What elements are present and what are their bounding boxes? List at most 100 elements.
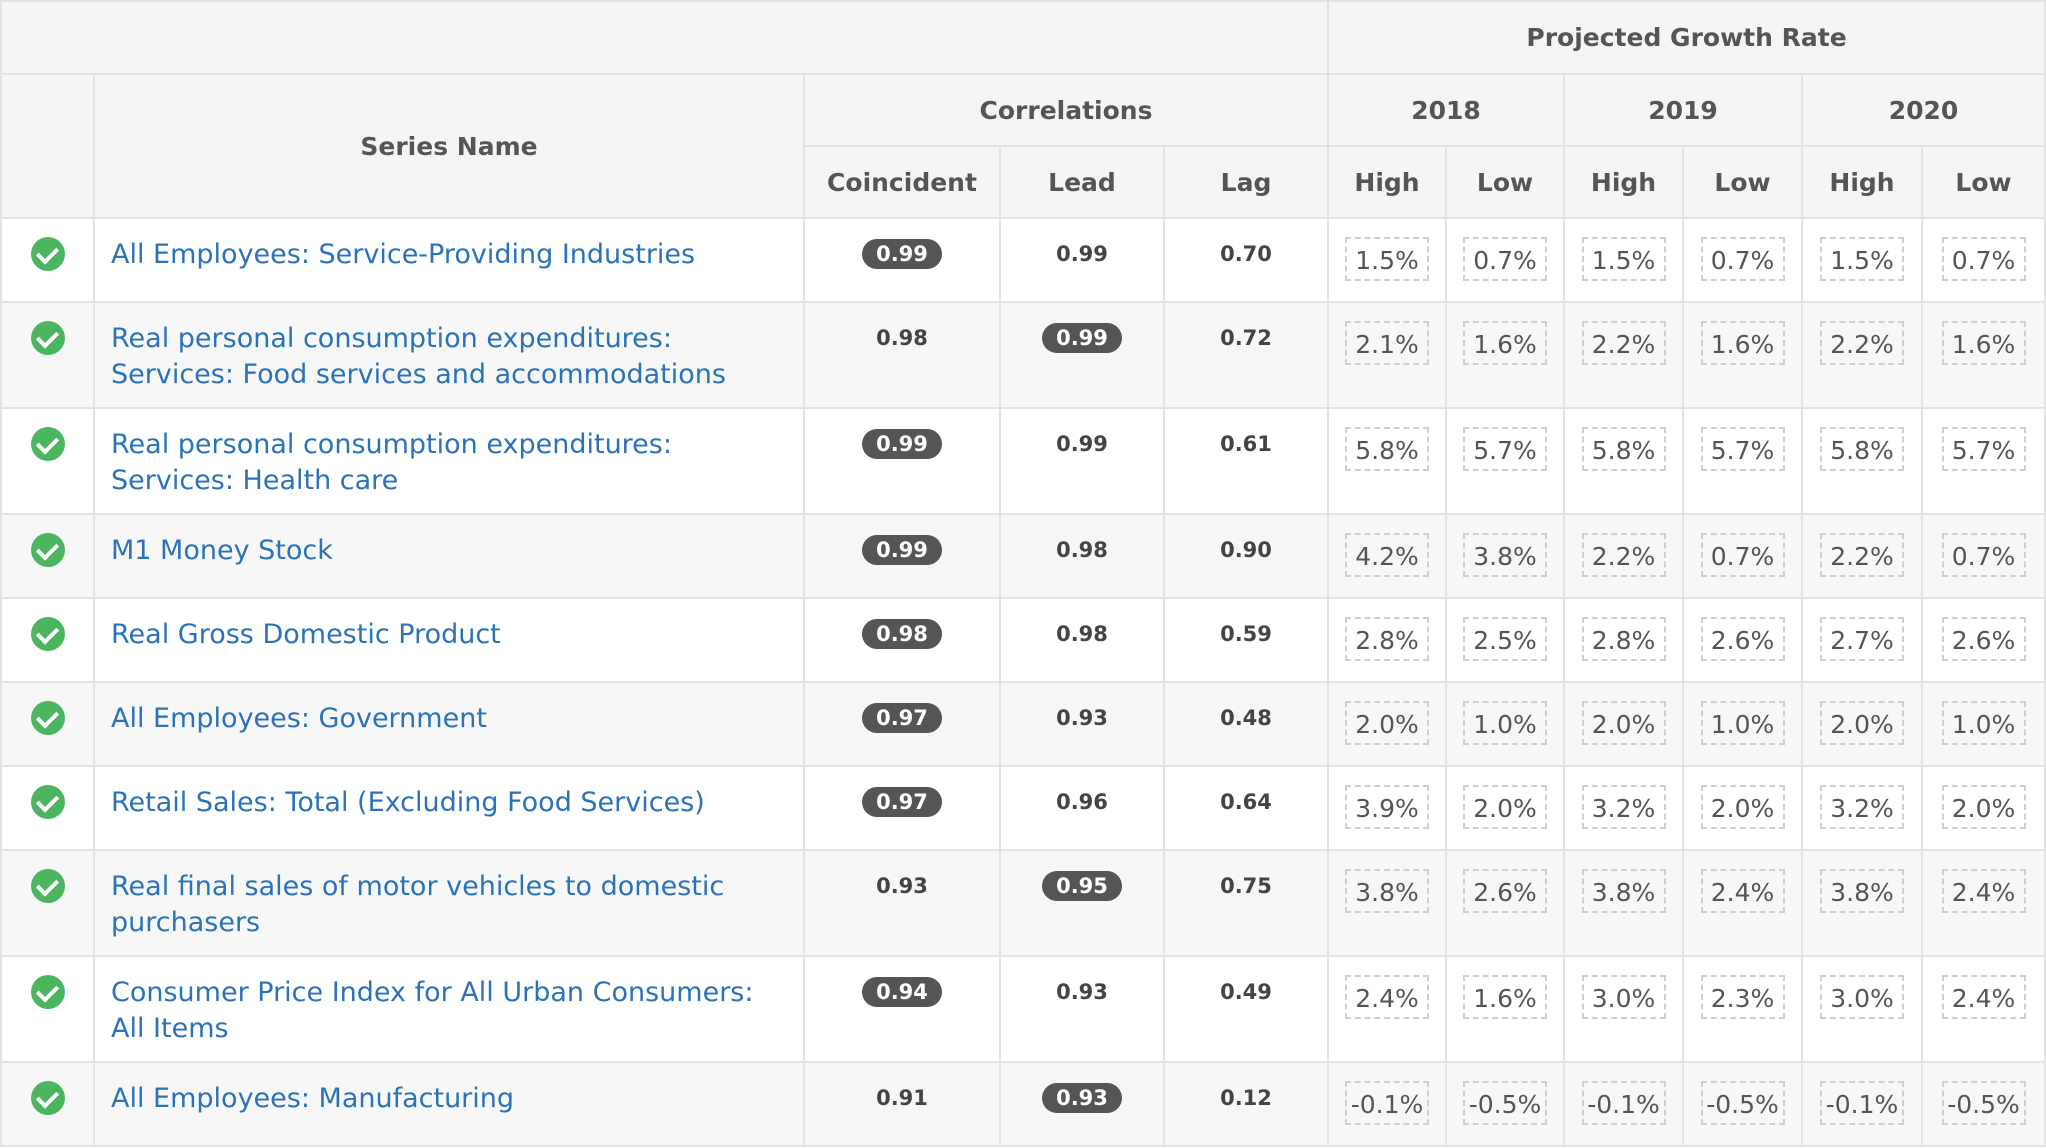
growth-rate-input[interactable]: 0.7% [1941, 237, 2026, 281]
growth-rate-input[interactable]: 2.6% [1700, 617, 1785, 661]
growth-rate-input[interactable]: 2.0% [1820, 701, 1905, 745]
growth-rate-input[interactable]: 0.7% [1941, 533, 2026, 577]
growth-rate-input[interactable]: 3.2% [1820, 785, 1905, 829]
growth-rate-input[interactable]: 2.0% [1463, 785, 1548, 829]
table-row: Real personal consumption expenditures: … [0, 301, 2046, 409]
growth-rate-input[interactable]: 1.0% [1941, 701, 2026, 745]
growth-rate-input[interactable]: -0.5% [1463, 1081, 1548, 1125]
growth-rate-input[interactable]: 2.0% [1700, 785, 1785, 829]
growth-rate-input[interactable]: 3.0% [1581, 975, 1666, 1019]
header-series-name[interactable]: Series Name [93, 73, 805, 219]
growth-rate-input[interactable]: 2.3% [1700, 975, 1785, 1019]
growth-rate-input[interactable]: 2.2% [1581, 533, 1666, 577]
growth-rate-input[interactable]: 5.8% [1820, 427, 1905, 471]
growth-rate-input[interactable]: 3.8% [1345, 869, 1430, 913]
growth-low-2018-cell: 1.0% [1445, 681, 1566, 767]
growth-high-2020-cell: 3.2% [1801, 765, 1924, 851]
growth-rate-input[interactable]: 5.8% [1581, 427, 1666, 471]
growth-rate-input[interactable]: 2.6% [1463, 869, 1548, 913]
growth-rate-input[interactable]: 2.7% [1820, 617, 1905, 661]
correlation-lag-cell: 0.59 [1162, 597, 1330, 683]
correlation-lag-cell: 0.49 [1162, 955, 1330, 1063]
growth-rate-input[interactable]: 3.9% [1345, 785, 1430, 829]
growth-rate-input[interactable]: -0.1% [1581, 1081, 1666, 1125]
growth-rate-input[interactable]: 1.0% [1463, 701, 1548, 745]
growth-rate-input[interactable]: 0.7% [1700, 533, 1785, 577]
series-link[interactable]: M1 Money Stock [111, 535, 333, 566]
growth-rate-input[interactable]: 2.0% [1941, 785, 2026, 829]
growth-rate-input[interactable]: 3.0% [1820, 975, 1905, 1019]
header-year-2019: 2019 [1563, 73, 1804, 147]
growth-rate-input[interactable]: 2.2% [1820, 533, 1905, 577]
growth-rate-input[interactable]: 0.7% [1463, 237, 1548, 281]
growth-rate-input[interactable]: -0.1% [1345, 1081, 1430, 1125]
growth-rate-input[interactable]: -0.5% [1700, 1081, 1785, 1125]
growth-rate-input[interactable]: 5.7% [1941, 427, 2026, 471]
growth-rate-input[interactable]: 2.8% [1345, 617, 1430, 661]
check-circle-icon [30, 701, 65, 735]
growth-rate-input[interactable]: 3.2% [1581, 785, 1666, 829]
header-coincident[interactable]: Coincident [803, 145, 1001, 219]
growth-rate-input[interactable]: 1.6% [1463, 321, 1548, 365]
series-link[interactable]: All Employees: Government [111, 703, 487, 734]
growth-rate-input[interactable]: 5.7% [1700, 427, 1785, 471]
growth-rate-input[interactable]: 2.6% [1941, 617, 2026, 661]
growth-rate-input[interactable]: 1.6% [1941, 321, 2026, 365]
growth-rate-input[interactable]: 2.4% [1700, 869, 1785, 913]
growth-rate-input[interactable]: 1.0% [1700, 701, 1785, 745]
header-projected-growth-rate: Projected Growth Rate [1327, 0, 2046, 75]
growth-rate-input[interactable]: 2.8% [1581, 617, 1666, 661]
growth-high-2019-cell: 3.8% [1563, 849, 1685, 957]
series-name-cell: Consumer Price Index for All Urban Consu… [93, 955, 805, 1063]
growth-rate-input[interactable]: 2.0% [1581, 701, 1666, 745]
header-lag[interactable]: Lag [1162, 145, 1330, 219]
growth-rate-input[interactable]: 5.7% [1463, 427, 1548, 471]
growth-rate-input[interactable]: 3.8% [1581, 869, 1666, 913]
series-link[interactable]: All Employees: Manufacturing [111, 1083, 515, 1114]
series-link[interactable]: Real personal consumption expenditures: … [111, 429, 672, 496]
growth-rate-input[interactable]: 1.5% [1581, 237, 1666, 281]
growth-rate-input[interactable]: 2.1% [1345, 321, 1430, 365]
growth-rate-input[interactable]: 2.5% [1463, 617, 1548, 661]
growth-rate-input[interactable]: 1.5% [1820, 237, 1905, 281]
growth-rate-input[interactable]: 2.2% [1581, 321, 1666, 365]
growth-rate-input[interactable]: 3.8% [1463, 533, 1548, 577]
correlation-lag-cell: 0.70 [1162, 217, 1330, 303]
growth-rate-input[interactable]: 1.6% [1700, 321, 1785, 365]
correlation-badge: 0.95 [1042, 871, 1122, 901]
series-link[interactable]: All Employees: Service-Providing Industr… [111, 239, 696, 270]
growth-rate-input[interactable]: 2.4% [1941, 869, 2026, 913]
correlation-coincident-cell: 0.99 [803, 407, 1001, 515]
series-link[interactable]: Real personal consumption expenditures: … [111, 323, 726, 390]
growth-rate-input[interactable]: 2.4% [1941, 975, 2026, 1019]
check-circle-icon [30, 869, 65, 903]
correlation-lag-cell: 0.75 [1162, 849, 1330, 957]
growth-rate-input[interactable]: 4.2% [1345, 533, 1430, 577]
growth-rate-input[interactable]: 2.2% [1820, 321, 1905, 365]
series-link[interactable]: Real Gross Domestic Product [111, 619, 501, 650]
growth-rate-input[interactable]: 5.8% [1345, 427, 1430, 471]
correlation-badge: 0.99 [1042, 323, 1122, 353]
series-link[interactable]: Consumer Price Index for All Urban Consu… [111, 977, 754, 1044]
growth-rate-input[interactable]: 0.7% [1700, 237, 1785, 281]
correlation-value: 0.98 [1056, 622, 1108, 646]
correlation-coincident-cell: 0.97 [803, 681, 1001, 767]
status-cell [0, 955, 95, 1063]
growth-rate-input[interactable]: 3.8% [1820, 869, 1905, 913]
growth-rate-input[interactable]: 1.5% [1345, 237, 1430, 281]
header-low-2019: Low [1682, 145, 1804, 219]
growth-rate-input[interactable]: 2.4% [1345, 975, 1430, 1019]
growth-rate-input[interactable]: 2.0% [1345, 701, 1430, 745]
series-link[interactable]: Real final sales of motor vehicles to do… [111, 871, 725, 938]
series-link[interactable]: Retail Sales: Total (Excluding Food Serv… [111, 787, 705, 818]
series-name-cell: All Employees: Government [93, 681, 805, 767]
growth-low-2018-cell: 2.5% [1445, 597, 1566, 683]
growth-rate-input[interactable]: 1.6% [1463, 975, 1548, 1019]
growth-rate-input[interactable]: -0.1% [1820, 1081, 1905, 1125]
growth-rate-input[interactable]: -0.5% [1941, 1081, 2026, 1125]
growth-low-2020-cell: 2.0% [1921, 765, 2046, 851]
series-name-cell: Real personal consumption expenditures: … [93, 407, 805, 515]
header-lead[interactable]: Lead [999, 145, 1165, 219]
correlation-coincident-cell: 0.98 [803, 597, 1001, 683]
